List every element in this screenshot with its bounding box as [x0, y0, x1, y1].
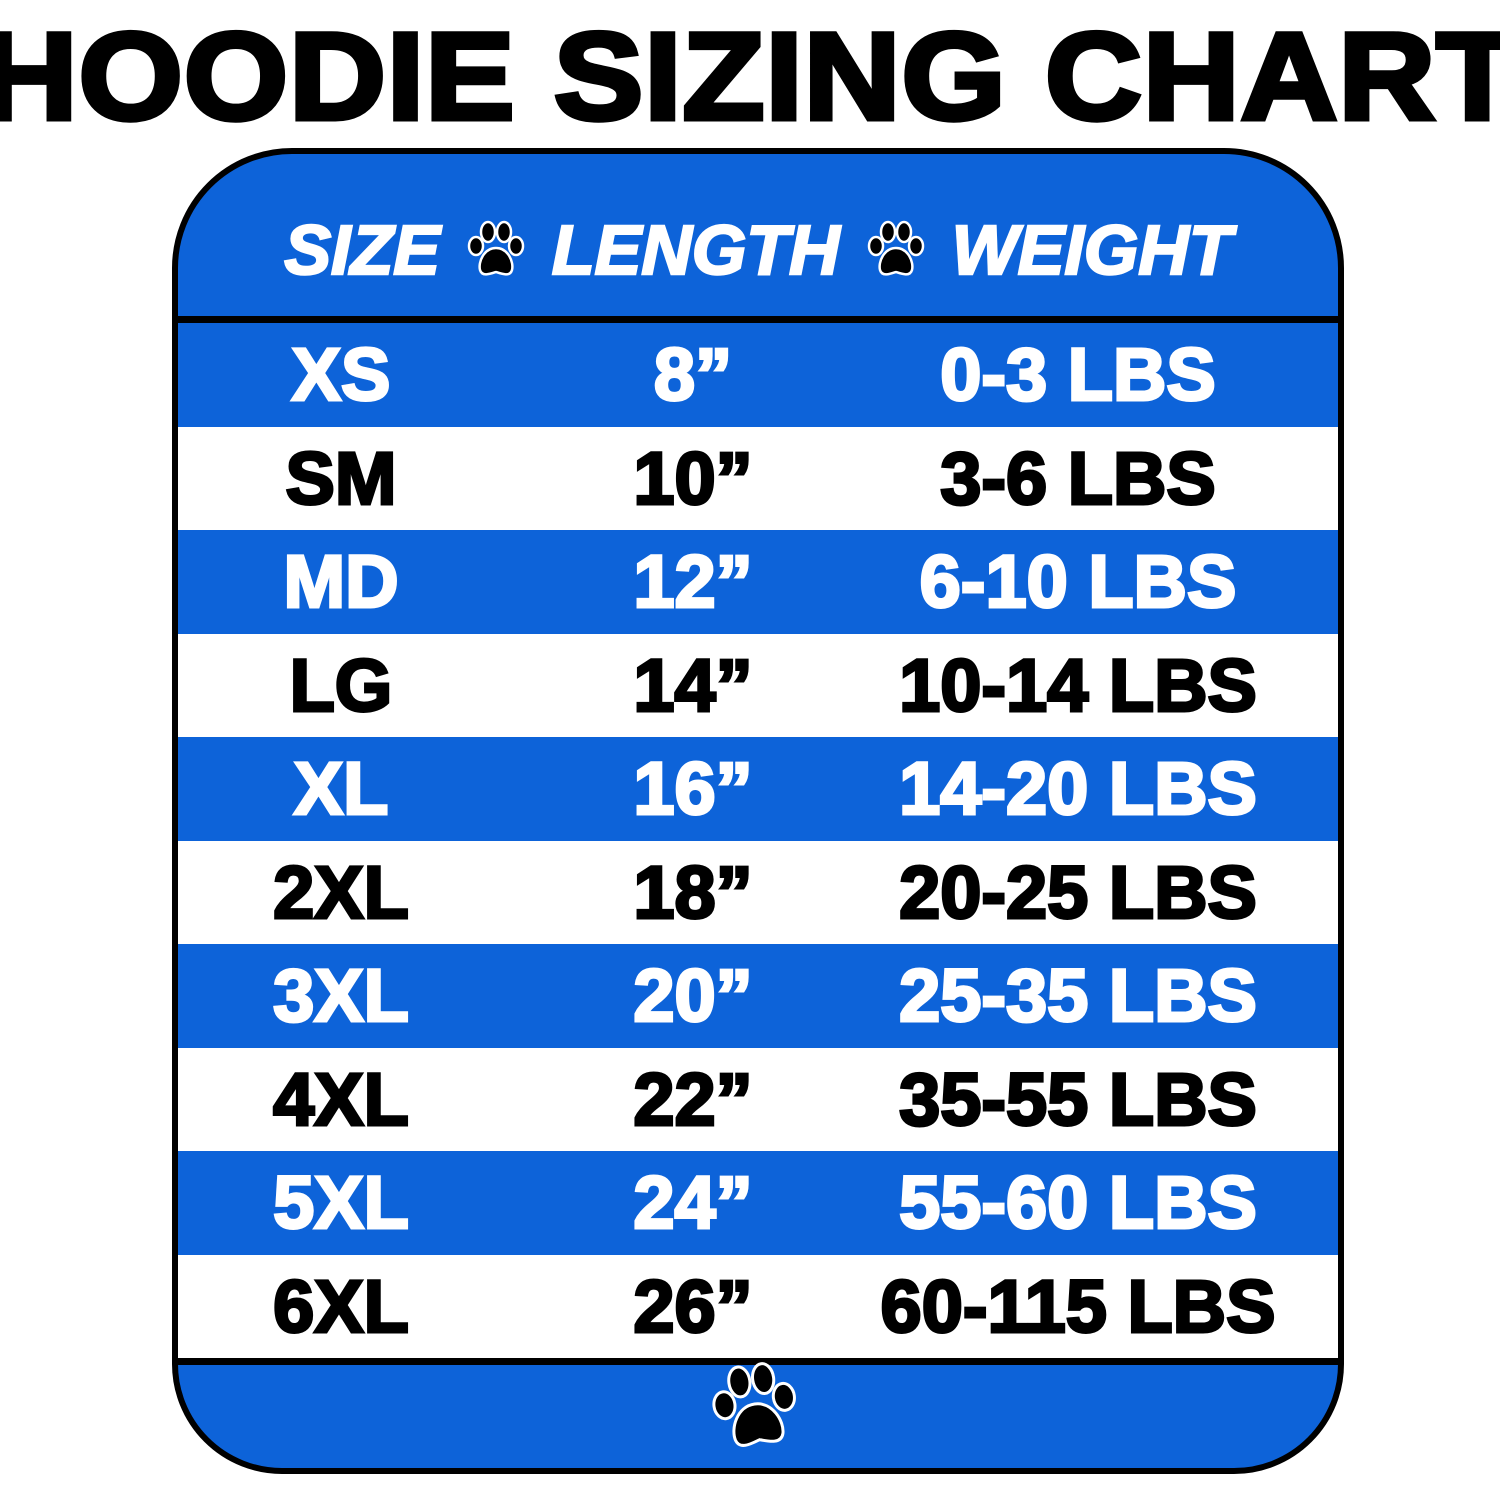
table-row: 5XL 24” 55-60 LBS: [178, 1151, 1338, 1255]
weight-cell: 10-14 LBS: [898, 642, 1259, 728]
size-cell: 6XL: [272, 1263, 411, 1349]
page-title: HOODIE SIZING CHART: [0, 8, 1500, 146]
size-cell: SM: [284, 435, 398, 521]
footer-divider: [178, 1358, 1338, 1365]
weight-cell: 0-3 LBS: [939, 332, 1218, 418]
length-cell: 8”: [652, 332, 733, 418]
table-row: 6XL 26” 60-115 LBS: [178, 1254, 1338, 1358]
table-row: 2XL 18” 20-25 LBS: [178, 840, 1338, 944]
length-cell: 14”: [632, 642, 754, 728]
size-cell: 5XL: [272, 1160, 411, 1246]
length-cell: 12”: [632, 539, 754, 625]
table-row: XS 8” 0-3 LBS: [178, 323, 1338, 427]
length-cell: 16”: [632, 746, 754, 832]
weight-cell: 25-35 LBS: [898, 953, 1259, 1039]
weight-cell: 3-6 LBS: [939, 435, 1218, 521]
weight-cell: 60-115 LBS: [879, 1263, 1277, 1349]
table-row: MD 12” 6-10 LBS: [178, 530, 1338, 634]
table-body: XS 8” 0-3 LBS SM 10” 3-6 LBS MD 12” 6-10 LBS LG 14…: [178, 323, 1338, 1358]
paw-icon: [467, 220, 525, 276]
size-cell: 2XL: [272, 849, 411, 935]
header-weight: WEIGHT: [950, 210, 1232, 291]
size-cell: 3XL: [272, 953, 411, 1039]
weight-cell: 20-25 LBS: [898, 849, 1259, 935]
weight-cell: 55-60 LBS: [898, 1160, 1259, 1246]
weight-cell: 14-20 LBS: [898, 746, 1259, 832]
length-cell: 20”: [632, 953, 754, 1039]
header-length: LENGTH: [551, 210, 841, 291]
length-cell: 26”: [632, 1263, 754, 1349]
size-cell: XL: [292, 746, 390, 832]
length-cell: 18”: [632, 849, 754, 935]
table-header: SIZE LENGTH WEIGHT: [178, 154, 1338, 316]
header-size: SIZE: [283, 210, 441, 291]
paw-icon: [712, 1362, 796, 1447]
header-divider: [178, 316, 1338, 323]
table-row: 3XL 20” 25-35 LBS: [178, 944, 1338, 1048]
length-cell: 22”: [632, 1056, 754, 1142]
length-cell: 10”: [632, 435, 754, 521]
weight-cell: 6-10 LBS: [918, 539, 1238, 625]
size-cell: 4XL: [272, 1056, 411, 1142]
size-cell: MD: [282, 539, 400, 625]
table-row: SM 10” 3-6 LBS: [178, 426, 1338, 530]
size-cell: XS: [290, 332, 392, 418]
weight-cell: 35-55 LBS: [898, 1056, 1259, 1142]
sizing-table: SIZE LENGTH WEIGHT XS 8” 0-3 LBS SM 10” 3-6 L…: [172, 148, 1344, 1474]
table-row: 4XL 22” 35-55 LBS: [178, 1047, 1338, 1151]
table-row: LG 14” 10-14 LBS: [178, 633, 1338, 737]
size-cell: LG: [288, 642, 394, 728]
table-row: XL 16” 14-20 LBS: [178, 737, 1338, 841]
paw-icon: [867, 220, 924, 276]
length-cell: 24”: [632, 1160, 754, 1246]
